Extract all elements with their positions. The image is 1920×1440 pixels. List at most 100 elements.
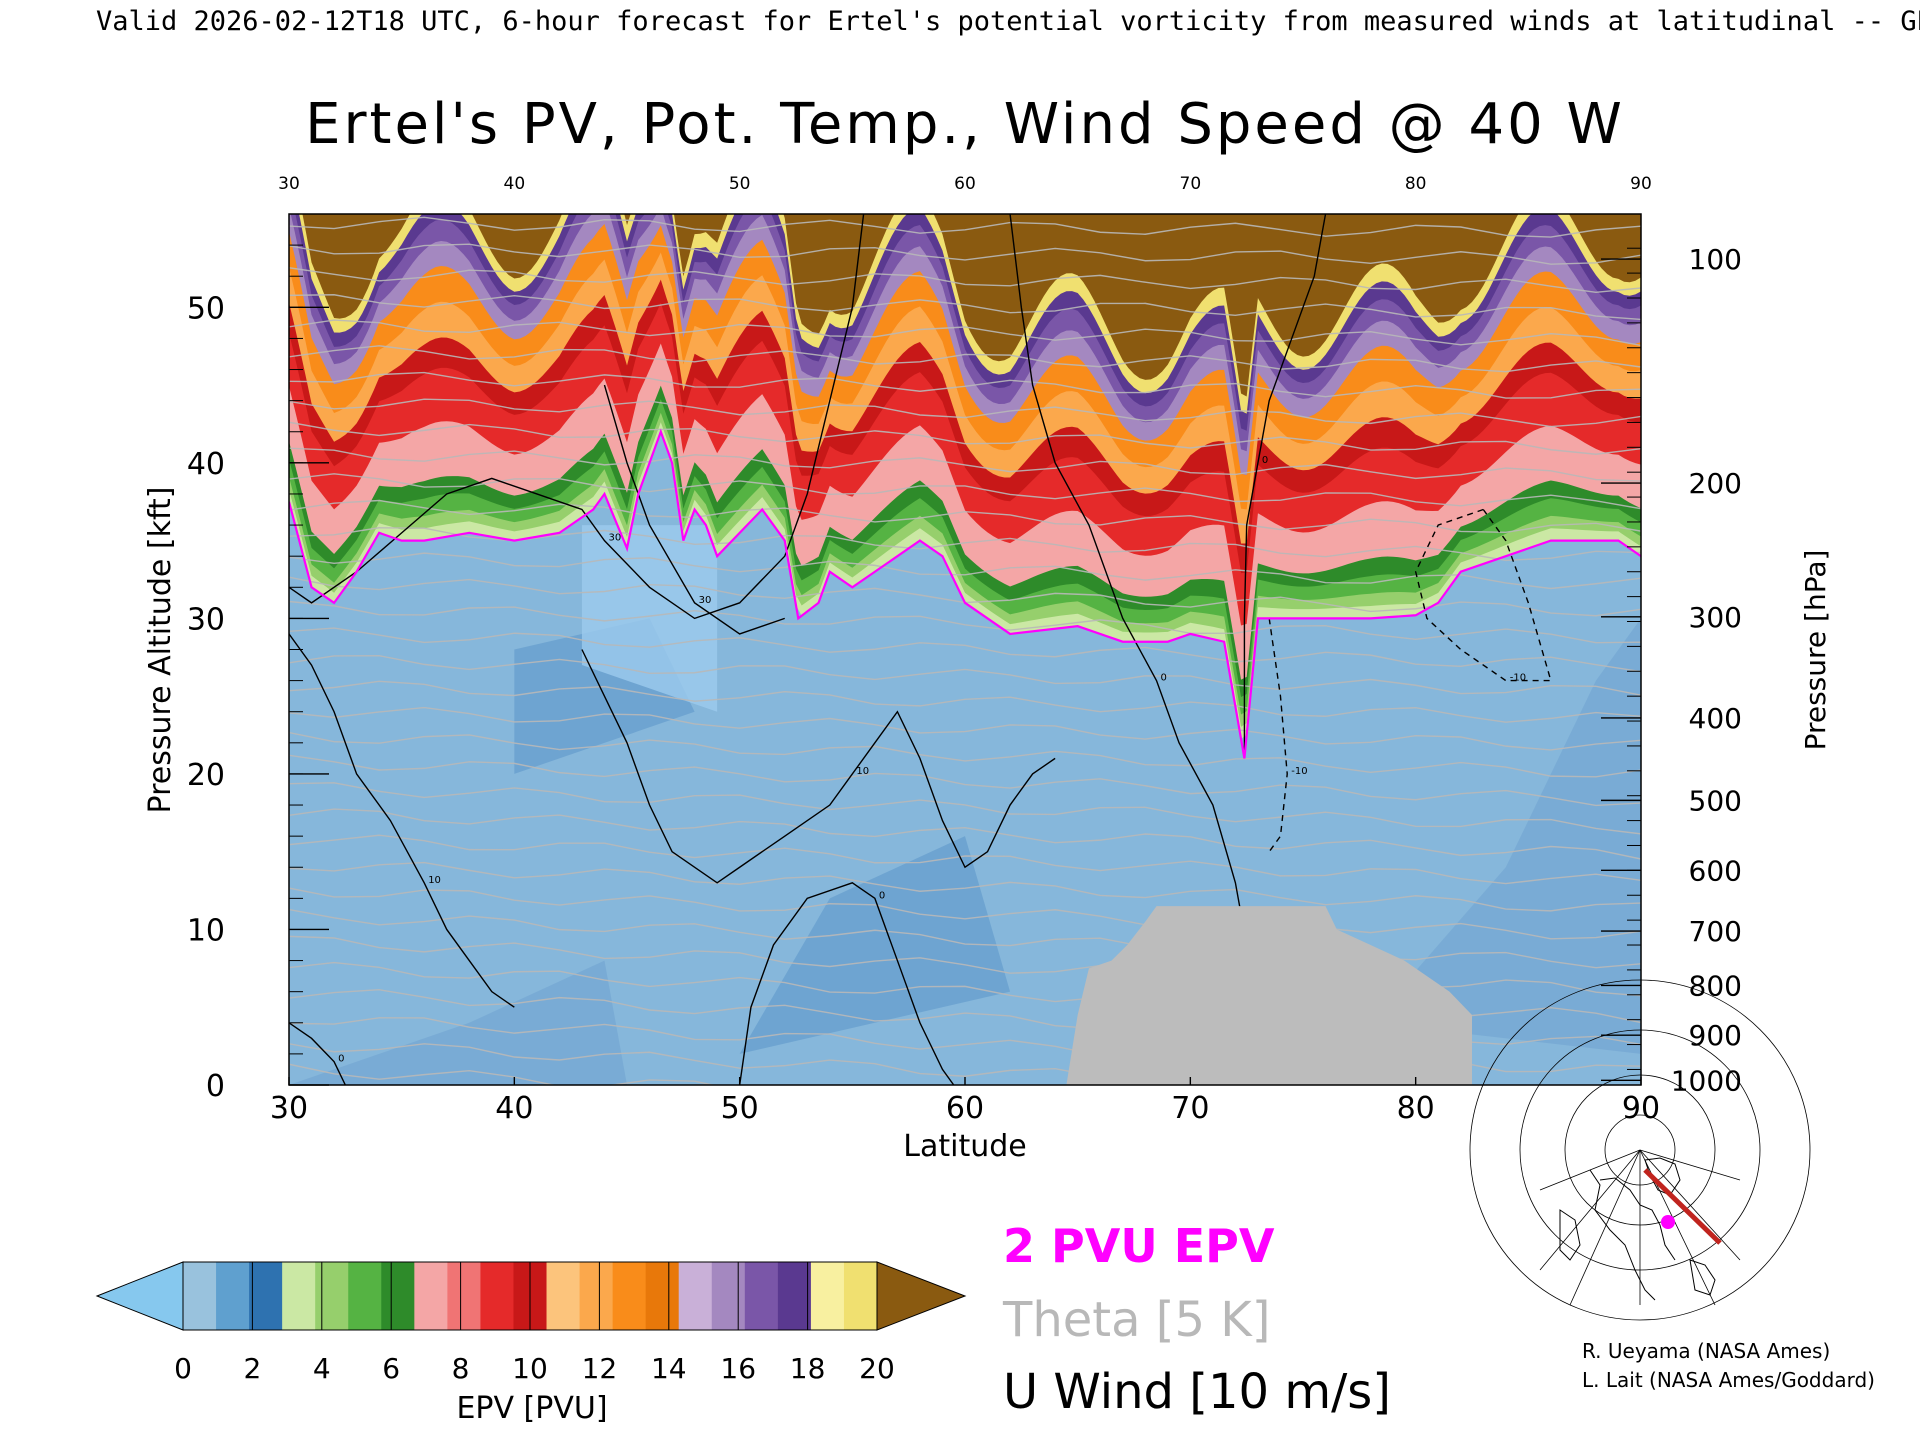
u-wind-contour-label: 10 bbox=[428, 875, 441, 886]
theta-contour bbox=[289, 731, 1641, 778]
x-tick-label: 80 bbox=[1397, 1091, 1435, 1126]
theta-contour bbox=[289, 887, 1641, 940]
colorbar-swatch bbox=[282, 1262, 316, 1330]
theta-contour bbox=[289, 294, 1641, 321]
colorbar-swatch bbox=[480, 1262, 514, 1330]
u-wind-contour bbox=[289, 214, 865, 620]
u-wind-contour bbox=[581, 649, 1056, 884]
colorbar-swatch bbox=[777, 1262, 812, 1330]
colorbar-swatch bbox=[546, 1262, 581, 1330]
x-axis-label: Latitude bbox=[903, 1129, 1026, 1164]
colorbar-swatch bbox=[249, 1262, 283, 1330]
theta-contour bbox=[289, 655, 1641, 696]
legend-item: 2 PVU EPV bbox=[1003, 1219, 1275, 1273]
low-pv-patch bbox=[581, 525, 718, 712]
theta-contour bbox=[289, 908, 1641, 969]
theta-contour bbox=[289, 600, 1641, 644]
u-wind-contour bbox=[289, 1022, 346, 1085]
u-wind-contour-label: 0 bbox=[879, 890, 885, 901]
theta-contour bbox=[289, 267, 1641, 293]
colorbar-tick-label: 20 bbox=[859, 1352, 895, 1385]
theta-contour bbox=[289, 706, 1641, 751]
pressure-tick-label: 500 bbox=[1689, 784, 1742, 817]
theta-contour bbox=[289, 499, 1641, 534]
colorbar-tick-label: 8 bbox=[452, 1352, 470, 1385]
pv-band-13 bbox=[302, 214, 1641, 397]
colorbar-swatch bbox=[414, 1262, 448, 1330]
colorbar-swatch bbox=[381, 1262, 415, 1330]
pressure-tick-label: 300 bbox=[1689, 601, 1742, 634]
colorbar-tick-label: 2 bbox=[243, 1352, 261, 1385]
colorbar-swatch bbox=[216, 1262, 250, 1330]
troposphere-shading bbox=[1370, 618, 1641, 1054]
tropopause-2pvu-line bbox=[289, 428, 1641, 759]
colorbar-swatch bbox=[348, 1262, 382, 1330]
pressure-tick-label: 700 bbox=[1689, 915, 1742, 948]
y-tick-label: 0 bbox=[206, 1069, 225, 1104]
theta-contour bbox=[289, 216, 1641, 238]
theta-contour bbox=[289, 447, 1641, 482]
y-tick-label: 20 bbox=[187, 758, 225, 793]
section-line bbox=[1643, 1168, 1722, 1245]
colorbar-tick-label: 12 bbox=[582, 1352, 618, 1385]
colorbar-tick-label: 10 bbox=[512, 1352, 548, 1385]
top-tick-label: 70 bbox=[1180, 174, 1202, 194]
plot-area: 30 30 10 10 0 0 0 0 -10 -10 bbox=[288, 213, 1642, 1086]
theta-contour bbox=[289, 1043, 1464, 1085]
pressure-tick-label: 400 bbox=[1689, 702, 1742, 735]
colorbar-swatch bbox=[315, 1262, 349, 1330]
u-wind-contour bbox=[289, 633, 515, 1008]
theta-contour bbox=[289, 808, 1641, 860]
u-wind-contour-label: -10 bbox=[1291, 766, 1307, 777]
colorbar-swatch bbox=[183, 1262, 217, 1330]
colorbar-swatch bbox=[810, 1262, 845, 1330]
y-tick-label: 50 bbox=[187, 291, 225, 326]
pressure-tick-label: 200 bbox=[1689, 467, 1742, 500]
top-tick-label: 50 bbox=[729, 174, 751, 194]
theta-contour bbox=[289, 345, 1641, 373]
theta-contour bbox=[289, 552, 1641, 590]
troposphere-shading bbox=[289, 960, 627, 1085]
pressure-tick-label: 900 bbox=[1689, 1019, 1742, 1052]
x-tick-label: 60 bbox=[946, 1091, 984, 1126]
legend-item: U Wind [10 m/s] bbox=[1003, 1364, 1391, 1420]
u-wind-contour-label: 30 bbox=[608, 533, 621, 544]
y-axis-label: Pressure Altitude [kft] bbox=[143, 487, 178, 814]
u-wind-contour-label: 10 bbox=[856, 766, 869, 777]
pressure-tick-label: 800 bbox=[1689, 969, 1742, 1002]
colorbar-max-arrow bbox=[876, 1261, 967, 1331]
top-tick-label: 40 bbox=[504, 174, 526, 194]
u-wind-contour bbox=[603, 384, 785, 635]
colorbar-swatch bbox=[678, 1262, 713, 1330]
theta-contour bbox=[289, 398, 1641, 428]
theta-contour bbox=[289, 627, 1641, 673]
chart-title: Ertel's PV, Pot. Temp., Wind Speed @ 40 … bbox=[305, 92, 1625, 157]
theta-contour bbox=[289, 319, 1641, 347]
u-wind-contour bbox=[1009, 214, 1259, 1008]
theta-contour bbox=[289, 680, 1641, 723]
pressure-tick-label: 600 bbox=[1689, 854, 1742, 887]
y-tick-label: 10 bbox=[187, 913, 225, 948]
colorbar-tick-label: 4 bbox=[313, 1352, 331, 1385]
u-wind-contour bbox=[1268, 618, 1288, 853]
theta-contour bbox=[289, 754, 1641, 807]
colorbar-min-arrow bbox=[95, 1261, 184, 1331]
theta-contour bbox=[289, 834, 1641, 885]
terrain-mask bbox=[1066, 906, 1472, 1085]
u-wind-contour-label: 0 bbox=[1161, 673, 1167, 684]
top-tick-label: 90 bbox=[1630, 174, 1652, 194]
pressure-tick-label: 100 bbox=[1689, 243, 1742, 276]
colorbar-tick-label: 18 bbox=[790, 1352, 826, 1385]
colorbar-tick-label: 16 bbox=[720, 1352, 756, 1385]
top-tick-label: 80 bbox=[1405, 174, 1427, 194]
colorbar: 0 2 4 6 8 10 12 14 16 18 20 bbox=[95, 1261, 967, 1385]
colorbar-swatch bbox=[711, 1262, 746, 1330]
theta-contour bbox=[289, 782, 1641, 835]
top-tick-label: 30 bbox=[278, 174, 300, 194]
theta-contour bbox=[289, 473, 1641, 510]
theta-contour bbox=[289, 861, 1641, 912]
pressure-tick-label: 1000 bbox=[1671, 1064, 1742, 1097]
y-tick-label: 30 bbox=[187, 602, 225, 637]
credit-line-1: R. Ueyama (NASA Ames) bbox=[1582, 1339, 1830, 1363]
theta-contour bbox=[289, 243, 1641, 265]
